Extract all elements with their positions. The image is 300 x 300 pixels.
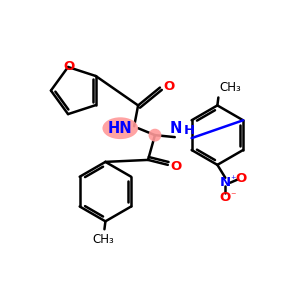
- Ellipse shape: [148, 129, 161, 142]
- Text: N: N: [220, 176, 231, 189]
- Text: O: O: [220, 191, 231, 204]
- Ellipse shape: [102, 117, 138, 139]
- Text: CH₃: CH₃: [93, 233, 114, 246]
- Text: HN: HN: [108, 121, 133, 136]
- Text: H: H: [184, 124, 195, 137]
- Text: O: O: [236, 172, 247, 185]
- Text: O: O: [63, 61, 75, 74]
- Text: CH₃: CH₃: [219, 80, 241, 94]
- Text: ⁻: ⁻: [230, 192, 236, 202]
- Text: ⁺: ⁺: [230, 175, 236, 185]
- Text: O: O: [171, 160, 182, 173]
- Text: O: O: [164, 80, 175, 93]
- Text: N: N: [169, 121, 182, 136]
